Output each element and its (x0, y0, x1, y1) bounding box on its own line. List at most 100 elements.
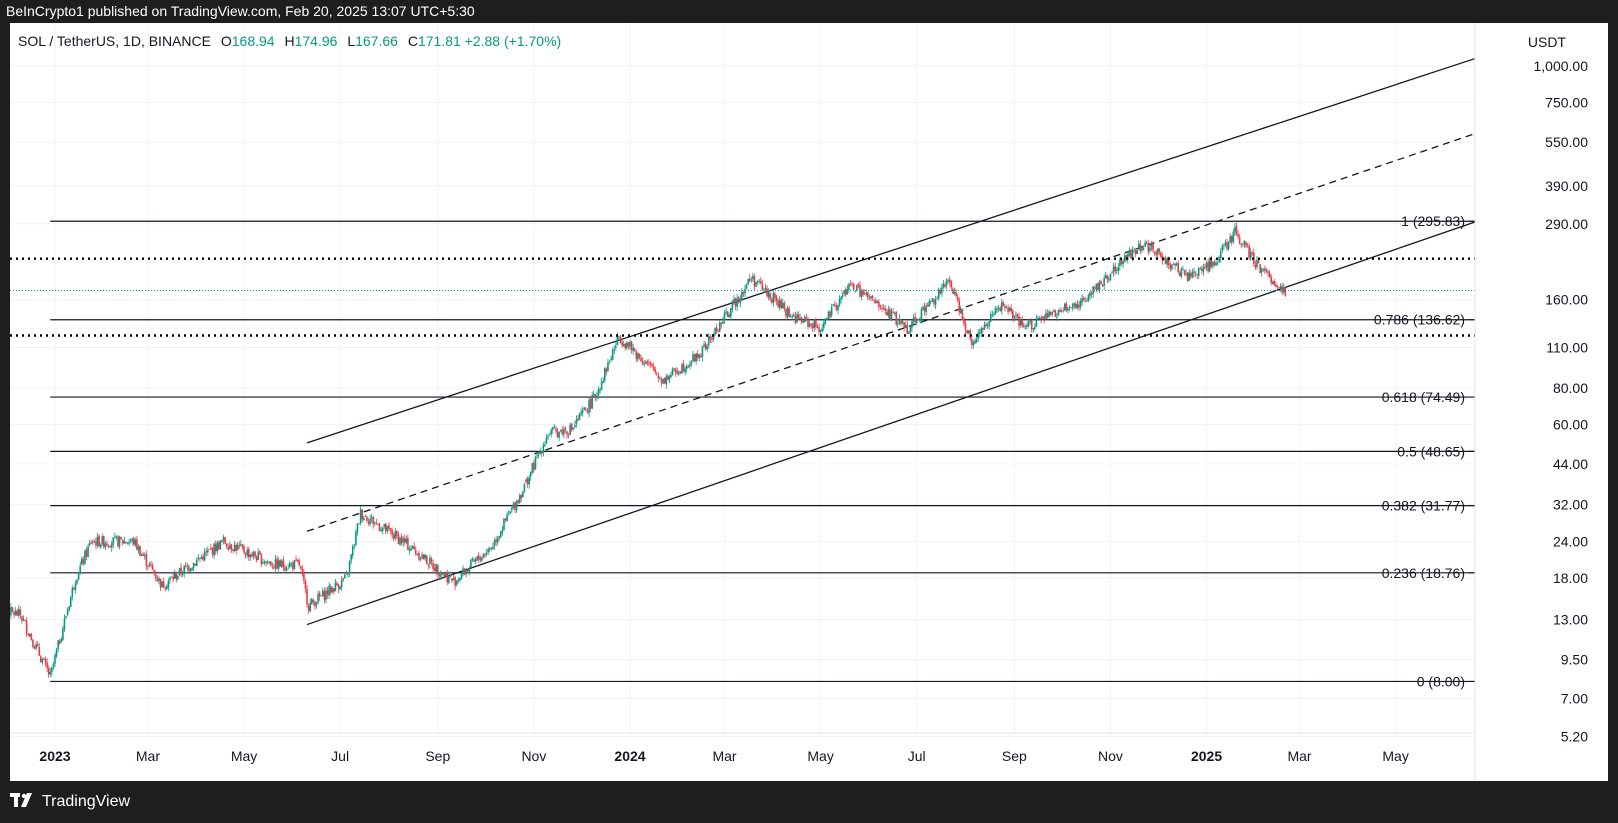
price-chart[interactable]: 1 (295.83) 0.786 (136.62) 0.618 (74.49) 0.5… (10, 23, 1608, 781)
candle (588, 397, 590, 418)
candle-body (953, 292, 956, 294)
candle-body (581, 410, 584, 413)
candle-body (178, 568, 181, 575)
candle (170, 576, 173, 578)
candle (96, 532, 99, 548)
candle-body (114, 535, 116, 537)
candle (689, 360, 691, 370)
candle (1245, 241, 1247, 249)
candle (821, 324, 823, 334)
candle (843, 290, 846, 296)
candle (685, 363, 688, 373)
candle-body (1240, 243, 1243, 246)
candle (1172, 262, 1175, 266)
candle-body (868, 297, 871, 299)
candle-body (1204, 266, 1206, 268)
candle-body (596, 395, 598, 398)
candle (112, 537, 115, 549)
candle (1108, 276, 1110, 283)
candle-body (487, 548, 490, 553)
candle-body (1229, 236, 1232, 243)
candle-body (328, 585, 330, 596)
candle-body (306, 589, 308, 605)
candle (967, 329, 970, 335)
currency-label[interactable]: USDT (1527, 34, 1566, 50)
candle (331, 585, 334, 594)
candle (1221, 243, 1224, 253)
candle-body (260, 553, 263, 565)
candle (73, 586, 75, 591)
candle (425, 554, 428, 565)
candle (975, 337, 978, 344)
candle (882, 304, 885, 311)
candle-body (386, 526, 389, 532)
candle-body (603, 367, 606, 381)
candle (1013, 315, 1016, 322)
candle (1133, 247, 1135, 254)
candle (1000, 298, 1003, 315)
candle-body (1163, 258, 1165, 261)
candle (1208, 256, 1211, 272)
candle (633, 347, 636, 352)
candle (421, 552, 423, 559)
x-tick-label: Mar (136, 748, 160, 764)
candle-body (471, 558, 474, 561)
candle-body (613, 349, 616, 351)
candle (1008, 306, 1011, 313)
candle-body (897, 323, 899, 325)
candle-body (898, 318, 901, 323)
candle (974, 338, 976, 345)
candle (161, 581, 163, 588)
candle (714, 327, 716, 337)
candle-body (227, 547, 230, 550)
high-value: 174.96 (294, 33, 338, 49)
candle-body (164, 588, 167, 590)
time-axis[interactable]: 2023 Mar May Jul Sep Nov 2024 Mar May Jul Sep Nov 20… (10, 732, 1475, 764)
candle (399, 536, 401, 546)
candle (47, 665, 50, 679)
candle (35, 641, 37, 651)
channel-middle-line[interactable] (306, 130, 1483, 532)
candle-body (570, 423, 573, 431)
candle-body (522, 491, 524, 498)
candle-body (548, 434, 551, 436)
candle-body (895, 311, 898, 325)
candle-body (315, 603, 318, 606)
candle (477, 552, 480, 563)
candle-body (366, 516, 368, 522)
candle (366, 515, 368, 523)
candle-body (337, 584, 340, 589)
candle-body (1202, 267, 1205, 272)
candle (457, 577, 460, 584)
candle-body (797, 314, 800, 319)
channel-upper-line[interactable] (306, 55, 1483, 444)
candle (408, 546, 411, 555)
candle (1081, 294, 1083, 306)
candle-body (1086, 300, 1088, 302)
candle-body (621, 342, 623, 346)
chart-canvas[interactable]: 1 (295.83)0.786 (136.62)0.618 (74.49)0.5… (10, 23, 1608, 781)
candle (194, 563, 197, 566)
candle-body (1145, 241, 1148, 243)
candle-body (802, 321, 805, 322)
candle (1207, 258, 1209, 274)
candle-body (794, 315, 797, 324)
candle (400, 533, 403, 546)
price-axis[interactable]: 1,000.00750.00550.00390.00290.00160.0011… (1474, 23, 1608, 781)
candle-body (624, 343, 627, 349)
candle (605, 367, 608, 376)
channel-lower-line[interactable] (306, 218, 1483, 626)
candle-body (323, 591, 326, 600)
candle-body (1256, 259, 1258, 268)
candle-body (733, 298, 735, 302)
candle-body (1002, 301, 1005, 306)
candle (1260, 267, 1263, 277)
candle-body (1007, 308, 1009, 312)
candle (854, 290, 857, 293)
candle (684, 366, 686, 376)
candle (314, 600, 316, 610)
candle-body (117, 536, 119, 547)
tradingview-logo[interactable]: TradingView (10, 793, 130, 811)
candle-body (730, 308, 732, 317)
candle (115, 535, 118, 540)
